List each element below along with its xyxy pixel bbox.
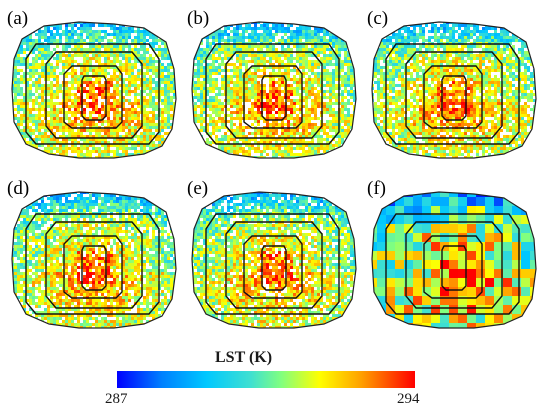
city-boundary	[371, 191, 537, 329]
city-boundary	[191, 21, 357, 159]
ring-road-5	[441, 75, 467, 121]
ring-road-4	[423, 235, 483, 299]
city-boundary	[11, 191, 177, 329]
panel-label-e: (e)	[187, 178, 209, 199]
lst-colorbar	[117, 371, 415, 388]
ring-road-4	[63, 235, 123, 299]
ring-road-2	[25, 43, 160, 145]
colorbar-max-label: 294	[397, 391, 420, 407]
map-panel-c: (c)	[364, 4, 542, 164]
city-boundary	[191, 191, 357, 329]
lst-map-c	[371, 21, 537, 159]
map-panel-b: (b)	[184, 4, 362, 164]
lst-map-f	[371, 191, 537, 329]
lst-map-d	[11, 191, 177, 329]
ring-road-3	[405, 221, 503, 309]
map-panel-d: (d)	[4, 174, 182, 334]
ring-road-3	[45, 51, 143, 139]
ring-road-4	[243, 65, 303, 129]
ring-road-2	[205, 43, 340, 145]
lst-raster	[12, 22, 176, 158]
legend-title: LST (K)	[215, 349, 273, 366]
ring-road-5	[441, 245, 467, 291]
ring-road-3	[405, 51, 503, 139]
ring-road-5	[81, 245, 107, 291]
map-panel-a: (a)	[4, 4, 182, 164]
ring-road-4	[63, 65, 123, 129]
ring-road-4	[423, 65, 483, 129]
ring-road-2	[205, 213, 340, 315]
panel-label-b: (b)	[187, 8, 210, 29]
ring-road-5	[261, 245, 287, 291]
ring-road-2	[25, 213, 160, 315]
panel-label-d: (d)	[7, 178, 30, 199]
lst-map-a	[11, 21, 177, 159]
ring-road-5	[261, 75, 287, 121]
lst-raster	[372, 22, 536, 158]
ring-road-2	[385, 213, 520, 315]
panel-label-a: (a)	[7, 8, 29, 29]
ring-road-4	[243, 235, 303, 299]
colorbar-min-label: 287	[105, 391, 128, 407]
map-panel-e: (e)	[184, 174, 362, 334]
lst-raster	[192, 192, 356, 328]
ring-road-5	[81, 75, 107, 121]
panel-label-c: (c)	[367, 8, 389, 29]
lst-raster	[12, 192, 176, 328]
lst-raster	[372, 192, 536, 328]
panel-label-f: (f)	[367, 178, 386, 199]
ring-road-3	[225, 221, 323, 309]
city-boundary	[11, 21, 177, 159]
lst-raster	[192, 22, 356, 158]
lst-map-e	[191, 191, 357, 329]
ring-road-3	[45, 221, 143, 309]
ring-road-2	[385, 43, 520, 145]
ring-road-3	[225, 51, 323, 139]
city-boundary	[371, 21, 537, 159]
map-panel-f: (f)	[364, 174, 542, 334]
lst-map-b	[191, 21, 357, 159]
